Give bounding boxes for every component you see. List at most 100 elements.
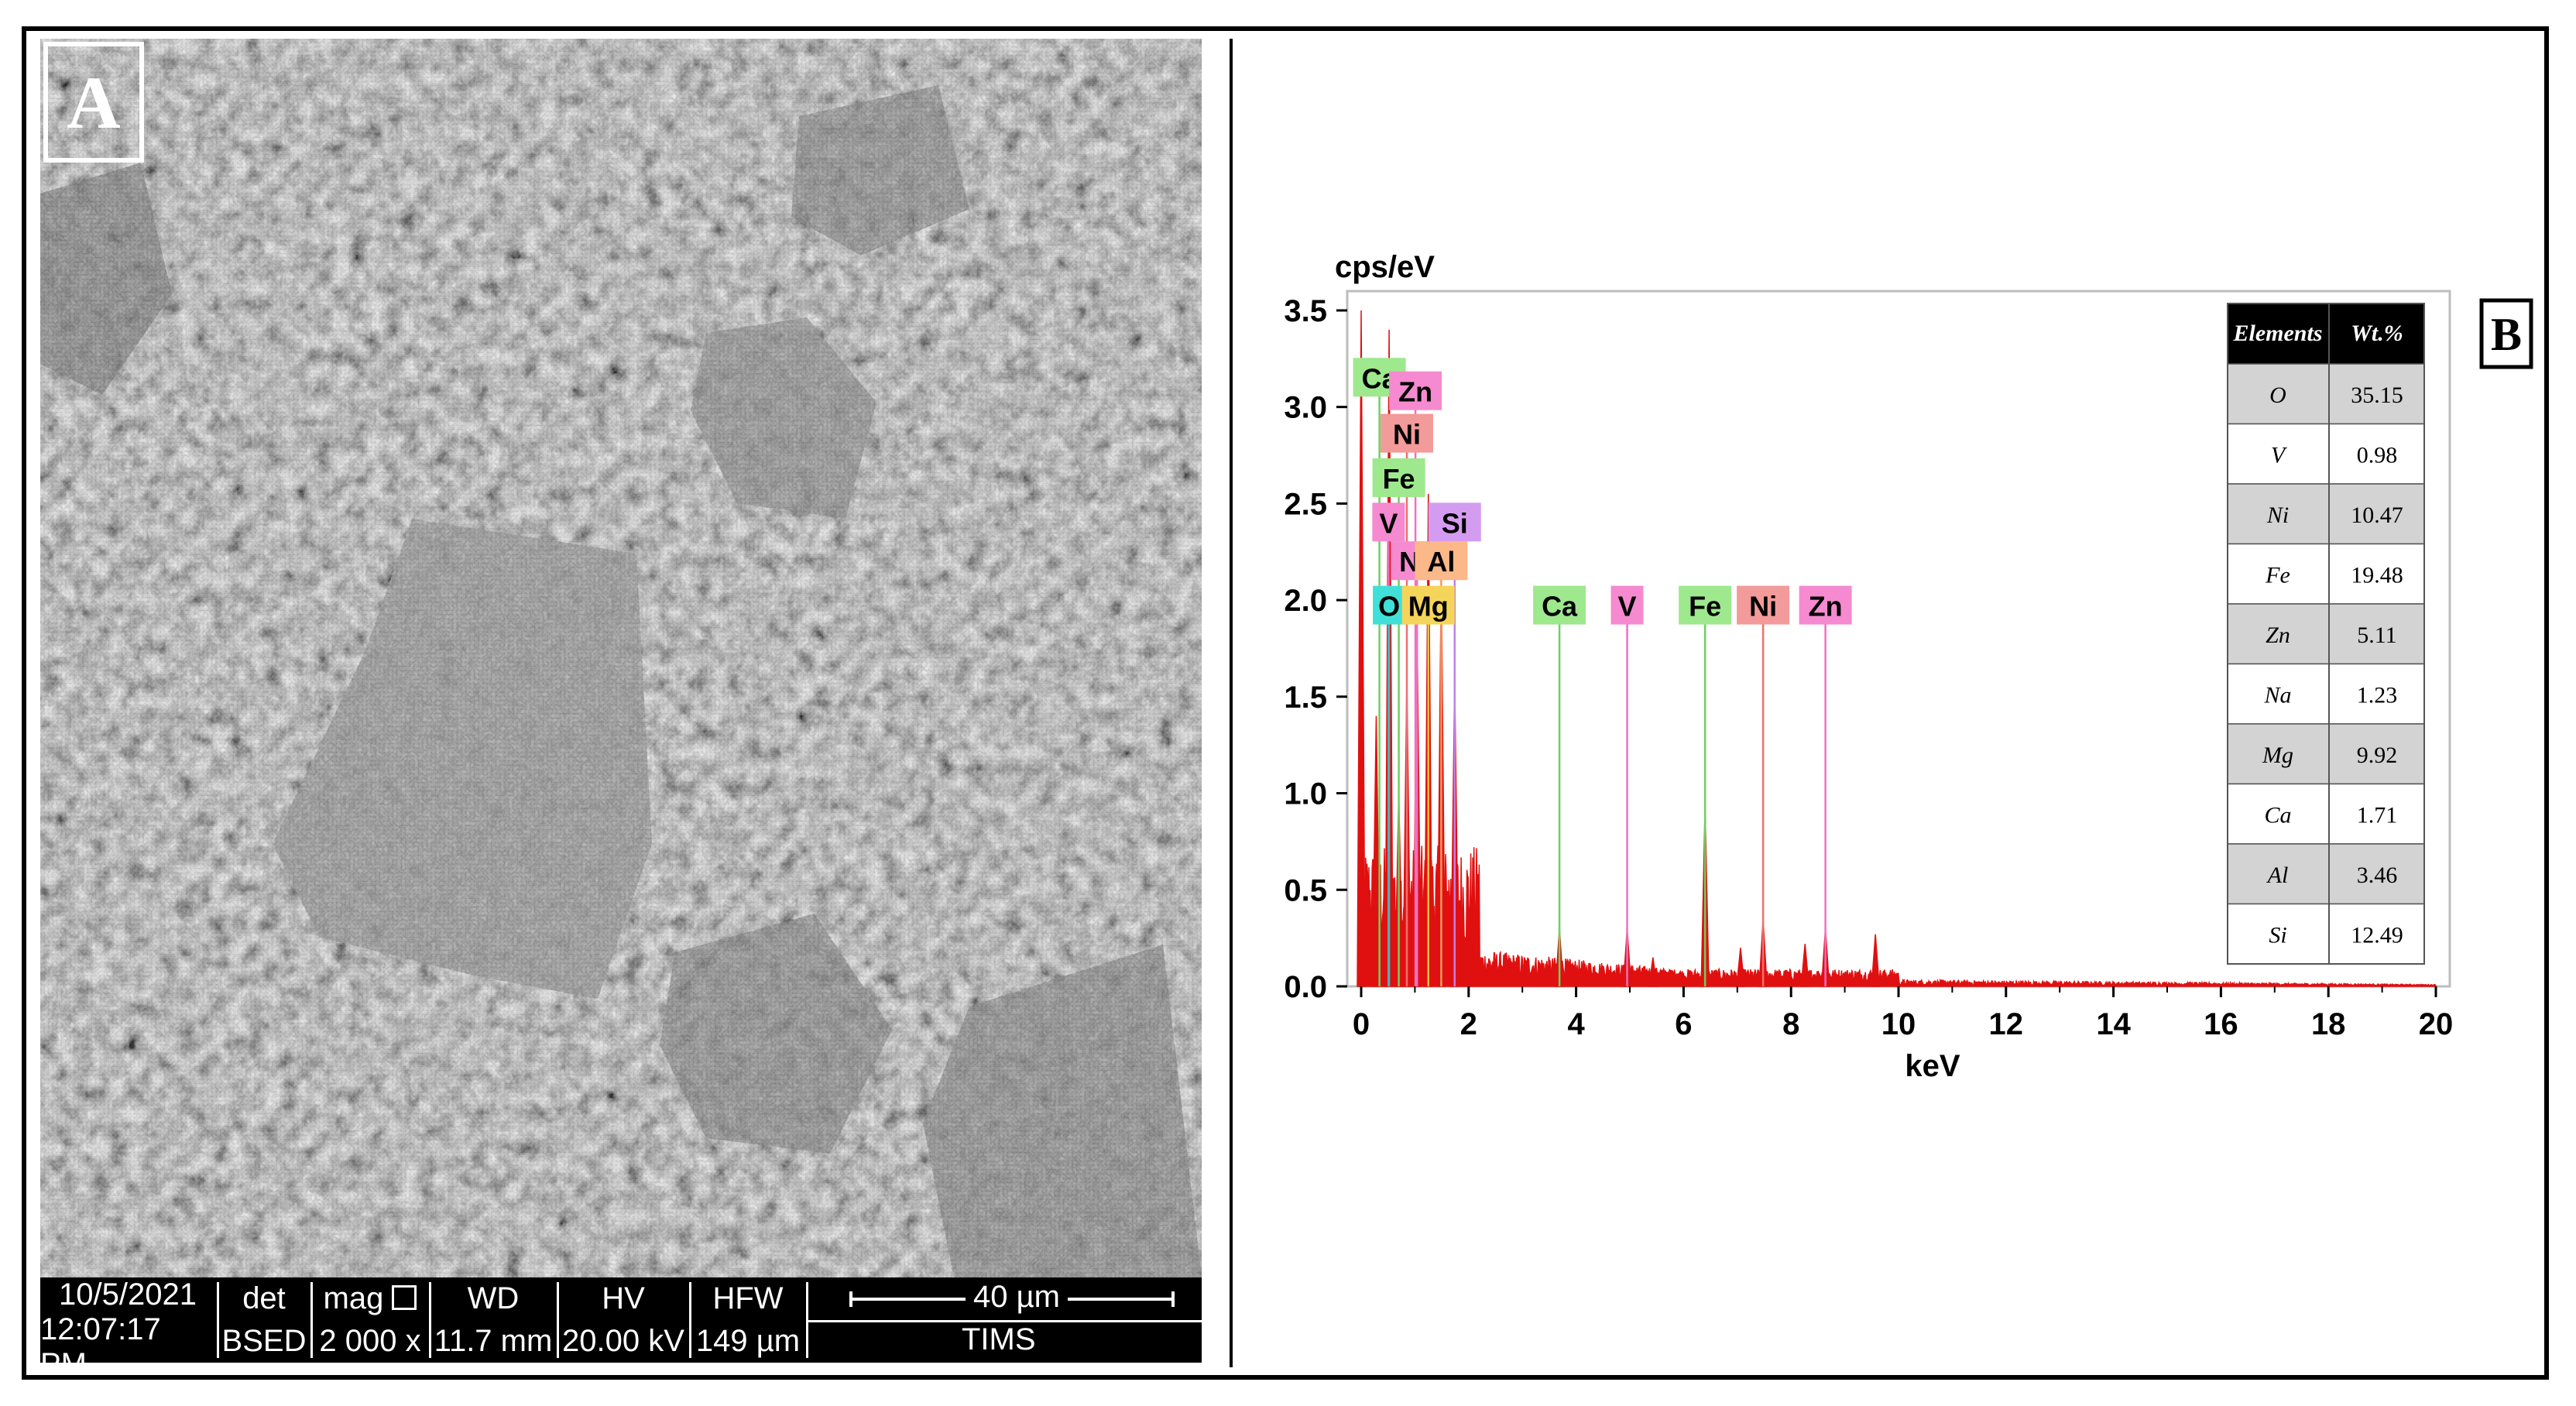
- element-marker-label-box: [1389, 371, 1442, 410]
- element-marker-label: Zn: [1398, 376, 1432, 408]
- wd-cell: WD 11.7 mm: [431, 1277, 555, 1363]
- table-cell-wt: 3.46: [2357, 862, 2398, 888]
- scale-bar-label: 40 µm: [966, 1280, 1068, 1315]
- panel-b-label-box: [2479, 298, 2533, 369]
- table-cell-wt: 1.71: [2357, 802, 2398, 828]
- element-marker-label: Ca: [1542, 591, 1578, 622]
- table-cell-wt: 1.23: [2357, 682, 2398, 708]
- table-row: [2227, 783, 2425, 845]
- table-cell-element: Zn: [2266, 622, 2290, 648]
- date-time-cell: 10/5/2021 12:07:17 PM: [40, 1277, 215, 1381]
- sem-micrograph-image: [40, 39, 1202, 1277]
- table-header-wt: Wt.%: [2351, 321, 2403, 346]
- element-marker-label-box: [1415, 541, 1468, 581]
- table-row: [2227, 663, 2425, 725]
- wd-header: WD: [467, 1281, 520, 1315]
- y-tick-label: 3.0: [1284, 391, 1327, 425]
- spectrum-peak: [1871, 934, 1880, 987]
- table-border: [2227, 303, 2425, 965]
- element-marker-label-box: [1533, 585, 1586, 625]
- table-cell-element: Mg: [2262, 742, 2293, 768]
- hv-value: 20.00 kV: [562, 1324, 684, 1358]
- element-marker-label-box: [1373, 585, 1406, 625]
- axis-layer: 0 2 4 6 8 10 12 14 16 18 20 0.0 0.5 1.0 1.5 2.0 2.5 3.0 3.…: [1284, 294, 2453, 1041]
- hfw-header: HFW: [712, 1281, 784, 1315]
- table-cell-element: Ni: [2266, 502, 2289, 528]
- element-marker-label-box: [1380, 413, 1433, 453]
- panel-divider: [1230, 39, 1233, 1367]
- table-cell-element: Al: [2266, 862, 2289, 888]
- hfw-cell: HFW 149 µm: [691, 1277, 804, 1363]
- hv-header: HV: [602, 1281, 645, 1315]
- element-marker-label: Al: [1427, 546, 1455, 578]
- x-tick-label: 2: [1460, 1007, 1477, 1041]
- date-header: 10/5/2021: [59, 1277, 197, 1312]
- eds-panel: Ca Zn Ni Fe V Si Na Al O Mg Ca V Fe Ni Zn 0 2 4 6 8 10 12 14 1…: [1233, 39, 2549, 1363]
- x-tick-label: 14: [2096, 1007, 2131, 1041]
- element-marker-label: Fe: [1689, 591, 1721, 622]
- y-axis-label: cps/eV: [1335, 250, 1435, 284]
- y-tick-label: 2.5: [1284, 487, 1327, 521]
- panel-a-label: A: [43, 42, 144, 163]
- table-cell-element: Ca: [2264, 802, 2291, 828]
- table-cell-wt: 10.47: [2351, 502, 2403, 528]
- time-value: 12:07:17 PM: [40, 1312, 161, 1381]
- eds-spectrum-chart: Ca Zn Ni Fe V Si Na Al O Mg Ca V Fe Ni Zn 0 2 4 6 8 10 12 14 1…: [1284, 250, 2533, 1083]
- spectrum-peak: [1800, 944, 1810, 987]
- x-tick-label: 0: [1353, 1007, 1370, 1041]
- element-marker-label: O: [1378, 591, 1400, 622]
- element-marker-label-box: [1372, 458, 1425, 497]
- table-cell-wt: 5.11: [2357, 622, 2396, 648]
- hv-cell: HV 20.00 kV: [559, 1277, 688, 1363]
- x-tick-label: 4: [1567, 1007, 1585, 1041]
- x-tick-label: 18: [2311, 1007, 2346, 1041]
- x-tick-label: 6: [1675, 1007, 1692, 1041]
- table-cell-element: Fe: [2265, 562, 2290, 588]
- element-marker-layer: CaZnNiFeVSiNaAlOMgCaVFeNiZn: [1353, 358, 1852, 986]
- table-cell-element: Na: [2263, 682, 2291, 708]
- mag-value: 2 000 x: [319, 1324, 421, 1358]
- det-cell: det BSED: [219, 1277, 309, 1363]
- x-tick-label: 16: [2204, 1007, 2238, 1041]
- x-axis-label: keV: [1905, 1049, 1960, 1083]
- element-marker-label-box: [1679, 585, 1732, 625]
- y-tick-label: 2.0: [1284, 584, 1327, 618]
- table-header-elements: Elements: [2232, 321, 2322, 346]
- element-marker-label: Ni: [1749, 591, 1777, 622]
- spectrum-peak: [1371, 715, 1381, 987]
- y-tick-label: 1.5: [1284, 681, 1327, 715]
- mag-header: mag: [324, 1281, 417, 1316]
- wd-value: 11.7 mm: [434, 1324, 553, 1358]
- table-cell-wt: 9.92: [2357, 742, 2398, 768]
- lab-label: TIMS: [962, 1322, 1036, 1356]
- element-marker-label: Fe: [1383, 463, 1415, 495]
- composition-table: Elements Wt.% O 35.15 V 0.98 Ni 10.47 Fe 19.48 Z…: [2227, 303, 2425, 965]
- sem-panel: A 10/5/2021 12:07:17 PM det BSED mag 2 0…: [40, 39, 1202, 1381]
- table-cell-element: O: [2269, 382, 2286, 408]
- x-tick-label: 10: [1881, 1007, 1916, 1041]
- spectrum-baseline: [1360, 845, 2437, 988]
- hfw-value: 149 µm: [695, 1324, 801, 1358]
- table-cell-wt: 35.15: [2351, 382, 2403, 408]
- table-cell-element: V: [2271, 442, 2288, 468]
- y-tick-label: 0.0: [1284, 970, 1327, 1004]
- element-marker-label: Si: [1442, 507, 1468, 539]
- table-row: [2227, 903, 2425, 965]
- spectrum-peak: [1648, 957, 1658, 987]
- table-cell-wt: 0.98: [2357, 442, 2398, 468]
- element-marker-label-box: [1737, 585, 1790, 625]
- table-row: [2227, 423, 2425, 485]
- sem-info-bar: 10/5/2021 12:07:17 PM det BSED mag 2 000…: [40, 1277, 1202, 1381]
- element-marker-label-box: [1428, 502, 1481, 542]
- spectrum-peak: [1736, 948, 1745, 987]
- mag-square-icon: [392, 1285, 417, 1310]
- element-marker-label: Mg: [1408, 591, 1449, 622]
- element-marker-label-box: [1401, 585, 1455, 625]
- element-marker-label: Zn: [1809, 591, 1843, 622]
- det-value: BSED: [221, 1324, 307, 1358]
- table-cell-wt: 19.48: [2351, 562, 2403, 588]
- element-marker-label-box: [1372, 502, 1405, 542]
- y-tick-label: 0.5: [1284, 873, 1327, 907]
- panel-b-label: B: [2491, 309, 2522, 360]
- table-cell-element: Si: [2269, 922, 2286, 948]
